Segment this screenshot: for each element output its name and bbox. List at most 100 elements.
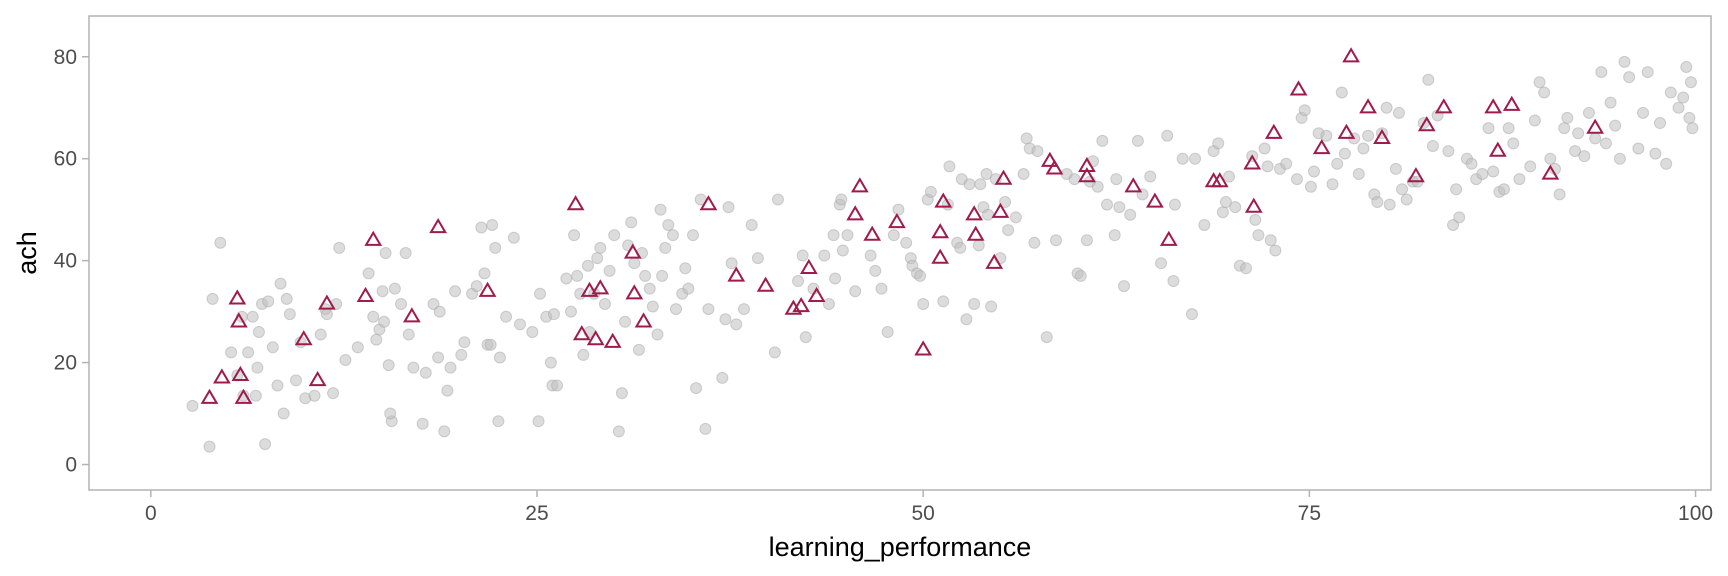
background-point <box>725 257 738 270</box>
background-point <box>1331 157 1344 170</box>
background-point <box>1604 96 1617 109</box>
background-point <box>314 328 327 341</box>
background-point <box>1618 55 1631 68</box>
background-point <box>458 336 471 349</box>
background-point <box>500 310 513 323</box>
background-point <box>1544 152 1557 165</box>
background-point <box>1091 180 1104 193</box>
highlight-point <box>1243 154 1262 170</box>
highlight-point <box>931 223 950 239</box>
background-point <box>246 310 259 323</box>
highlight-point <box>625 284 644 300</box>
background-point <box>1144 170 1157 183</box>
background-point <box>1660 157 1673 170</box>
background-point <box>1028 236 1041 249</box>
background-point <box>914 269 927 282</box>
background-point <box>399 247 412 259</box>
background-point <box>1609 119 1622 132</box>
highlight-point <box>792 297 811 313</box>
highlight-point <box>212 368 231 384</box>
background-point <box>1320 129 1333 142</box>
background-point <box>827 229 840 242</box>
highlight-point <box>478 281 497 297</box>
background-point <box>719 313 732 326</box>
background-point <box>643 282 656 295</box>
background-point <box>822 297 835 310</box>
background-point <box>594 241 607 254</box>
highlight-point <box>756 276 775 292</box>
background-point <box>1502 122 1515 135</box>
highlight-point <box>228 289 247 305</box>
highlight-point <box>888 212 906 229</box>
background-point <box>432 351 445 364</box>
highlight-point <box>1312 139 1331 155</box>
background-point <box>308 389 321 402</box>
background-point <box>1249 213 1262 226</box>
background-point <box>1513 173 1526 186</box>
background-point <box>751 252 764 265</box>
background-point <box>186 399 199 412</box>
background-point <box>1161 129 1174 142</box>
background-point <box>999 196 1012 209</box>
highlight-point <box>572 325 591 341</box>
background-point <box>892 203 905 216</box>
highlight-point <box>934 192 953 208</box>
background-point <box>937 295 950 308</box>
background-point <box>507 231 520 244</box>
background-point <box>829 272 842 285</box>
background-point <box>526 326 539 338</box>
background-point <box>1613 152 1626 165</box>
background-point <box>1400 193 1413 206</box>
highlight-point <box>994 169 1013 185</box>
background-point <box>214 236 227 249</box>
background-point <box>1482 122 1495 135</box>
background-point <box>968 297 981 310</box>
background-point <box>796 249 809 262</box>
background-point <box>1168 198 1181 211</box>
background-point <box>608 229 621 242</box>
background-point <box>1338 147 1351 160</box>
highlight-point <box>914 340 933 356</box>
background-point <box>266 341 279 354</box>
background-point <box>737 303 750 316</box>
background-point <box>722 201 735 214</box>
background-point <box>486 218 499 231</box>
background-point <box>1453 211 1466 224</box>
highlight-point <box>799 258 818 274</box>
background-point <box>489 241 502 254</box>
highlight-point <box>985 253 1004 269</box>
background-point <box>571 269 584 282</box>
x-axis-title: learning_performance <box>769 532 1032 562</box>
highlight-point <box>229 312 248 328</box>
highlight-point <box>850 177 869 193</box>
highlight-point <box>231 365 250 381</box>
background-point <box>980 168 993 180</box>
highlight-point <box>356 286 375 302</box>
background-point <box>1074 269 1087 282</box>
background-point <box>666 229 679 242</box>
background-point <box>438 425 451 438</box>
background-point <box>419 366 432 379</box>
y-tick-label: 80 <box>54 46 77 69</box>
highlight-point <box>402 307 421 323</box>
highlight-point <box>1434 98 1453 114</box>
y-tick-label: 60 <box>54 148 77 171</box>
background-point <box>1623 71 1636 84</box>
background-point <box>612 425 625 438</box>
highlight-point <box>1342 47 1360 63</box>
highlight-point <box>727 266 746 282</box>
background-point <box>351 341 364 354</box>
highlight-point <box>429 218 447 234</box>
y-tick-label: 40 <box>54 250 77 273</box>
highlight-point <box>364 230 383 246</box>
highlight-point <box>863 225 882 241</box>
background-point <box>1465 157 1478 170</box>
highlight-point <box>966 225 985 241</box>
background-point <box>1507 137 1520 150</box>
background-point <box>730 318 743 331</box>
background-point <box>646 300 659 313</box>
highlight-point <box>1146 192 1164 208</box>
background-point <box>1335 86 1348 99</box>
background-point <box>1664 86 1677 99</box>
